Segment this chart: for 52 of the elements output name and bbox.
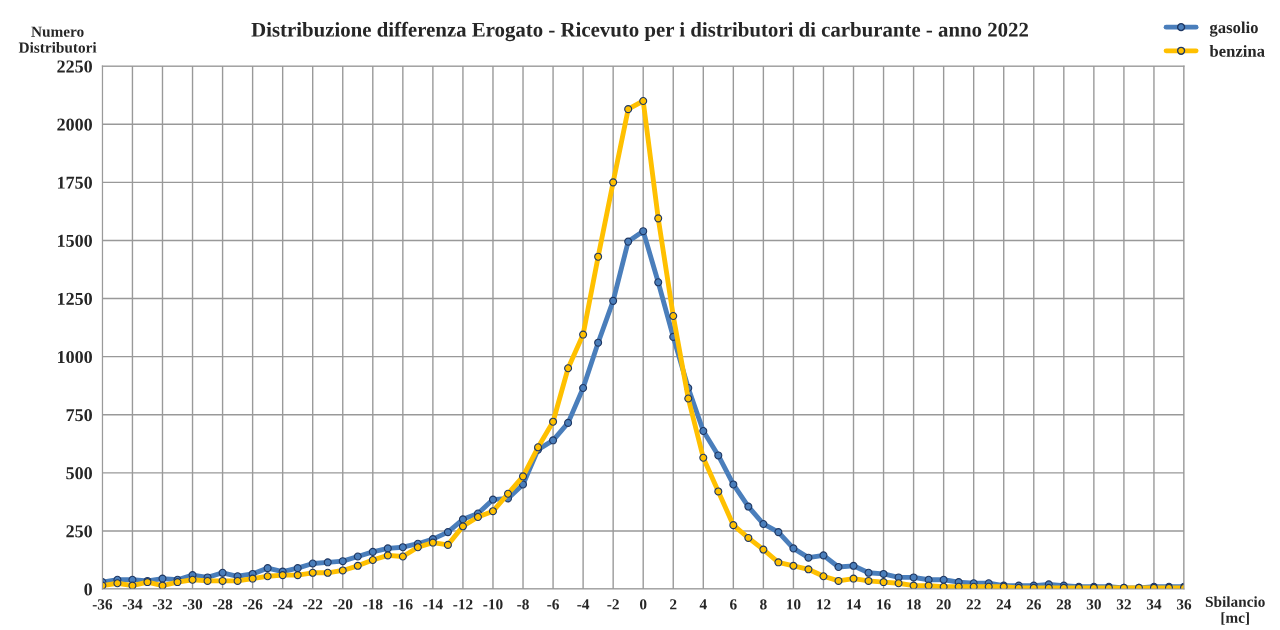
x-tick-label: -26 [243, 599, 263, 610]
x-tick-label: 30 [1086, 599, 1101, 610]
x-tick-label: 14 [847, 599, 861, 610]
x-tick-label: 4 [699, 599, 707, 610]
x-tick-label: -8 [517, 599, 529, 610]
x-tick-label: -18 [363, 599, 383, 610]
x-tick-label: -32 [152, 599, 173, 610]
legend-label: benzina [1209, 45, 1265, 57]
y-tick-label: 2000 [57, 118, 92, 131]
x-tick-label: -24 [273, 599, 293, 610]
y-tick-label: 500 [66, 467, 92, 480]
x-axis-title: Sbilancio [mc] [1205, 596, 1265, 625]
x-tick-label: 28 [1056, 599, 1071, 610]
x-tick-label: 6 [730, 599, 737, 610]
x-tick-label: -34 [122, 599, 143, 610]
y-tick-label: 1750 [58, 176, 92, 189]
x-tick-label: 16 [877, 599, 891, 610]
x-tick-label: -12 [453, 599, 473, 610]
x-tick-label: 26 [1026, 599, 1041, 610]
x-tick-label: -16 [393, 599, 413, 610]
x-tick-label: -4 [577, 599, 590, 610]
x-tick-label: 8 [760, 599, 767, 610]
x-tick-label: 22 [966, 599, 981, 610]
x-tick-label: 18 [907, 599, 921, 610]
x-tick-label: 2 [670, 599, 677, 610]
x-tick-label: -6 [547, 599, 559, 610]
x-tick-label: 0 [639, 599, 647, 610]
y-tick-label: 750 [66, 409, 92, 422]
x-tick-label: 24 [996, 599, 1012, 610]
x-tick-label: 20 [936, 599, 951, 610]
y-tick-label: 1250 [58, 292, 92, 305]
x-tick-label: -10 [483, 599, 503, 610]
x-tick-label: -20 [333, 599, 353, 610]
x-tick-label: -14 [423, 599, 443, 610]
chart-title: Distribuzione differenza Erogato - Ricevuto per i distributori di carburante - anno 2022 [251, 21, 1028, 42]
x-tick-label: -30 [182, 599, 203, 610]
y-axis-title: Numero Distributori [18, 26, 97, 53]
x-tick-label: 36 [1176, 599, 1192, 610]
y-tick-label: 1000 [58, 350, 92, 364]
x-tick-label: 34 [1146, 599, 1162, 610]
y-tick-label: 0 [84, 583, 92, 596]
legend-label: gasolio [1209, 21, 1258, 37]
x-tick-label: 10 [787, 599, 801, 610]
x-tick-label: -36 [92, 599, 113, 610]
y-tick-label: 250 [66, 525, 92, 538]
x-tick-label: 12 [817, 599, 831, 610]
y-tick-label: 1500 [58, 234, 92, 247]
x-tick-label: -2 [607, 599, 619, 610]
x-tick-label: 32 [1116, 599, 1131, 610]
x-tick-label: -22 [303, 599, 323, 610]
y-tick-label: 2250 [57, 60, 92, 73]
x-tick-label: -28 [212, 599, 233, 610]
